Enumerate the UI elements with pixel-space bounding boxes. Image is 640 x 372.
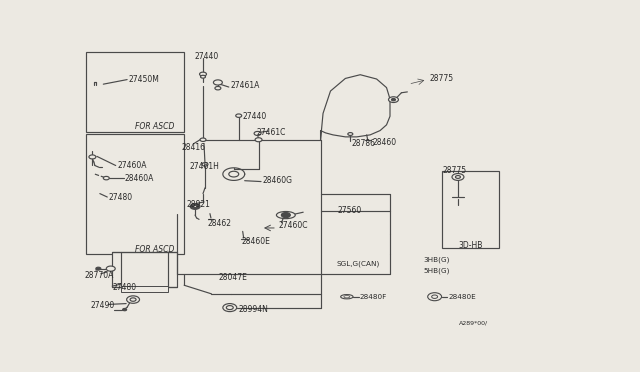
Text: 3HB(G): 3HB(G)	[423, 257, 450, 263]
Circle shape	[348, 132, 353, 135]
Circle shape	[228, 171, 239, 177]
Text: 27480: 27480	[112, 283, 136, 292]
Text: 28460G: 28460G	[262, 176, 292, 185]
Circle shape	[193, 205, 197, 208]
Circle shape	[103, 176, 109, 180]
Text: 3D-HB: 3D-HB	[458, 241, 483, 250]
Circle shape	[456, 176, 460, 179]
Circle shape	[428, 293, 442, 301]
Text: 27440: 27440	[194, 52, 218, 61]
Circle shape	[123, 308, 127, 311]
Text: 28775: 28775	[429, 74, 454, 83]
Text: 27560: 27560	[338, 206, 362, 215]
Circle shape	[388, 97, 399, 103]
Text: 27490: 27490	[91, 301, 115, 310]
Text: 28994N: 28994N	[239, 305, 269, 314]
Circle shape	[190, 203, 200, 209]
Text: FOR ASCD: FOR ASCD	[134, 245, 174, 254]
Text: 28460: 28460	[372, 138, 397, 147]
Text: 28460A: 28460A	[125, 174, 154, 183]
Bar	[121, 286, 168, 292]
Circle shape	[236, 114, 242, 118]
Circle shape	[227, 305, 233, 310]
Text: 27461C: 27461C	[256, 128, 285, 137]
Text: 28462: 28462	[208, 219, 232, 228]
Text: A289*00/: A289*00/	[460, 321, 488, 326]
Circle shape	[89, 155, 96, 159]
FancyBboxPatch shape	[88, 150, 97, 154]
Text: 28921: 28921	[187, 200, 211, 209]
Circle shape	[130, 298, 136, 301]
Circle shape	[452, 173, 464, 180]
Text: 28480F: 28480F	[360, 294, 387, 300]
FancyBboxPatch shape	[97, 81, 103, 87]
Text: 27440: 27440	[243, 112, 267, 121]
Circle shape	[200, 138, 206, 141]
Ellipse shape	[344, 296, 350, 298]
Text: 27460A: 27460A	[117, 161, 147, 170]
Circle shape	[127, 296, 140, 303]
Text: 5HB(G): 5HB(G)	[423, 267, 450, 273]
Text: 28480E: 28480E	[448, 294, 476, 300]
Circle shape	[213, 80, 222, 85]
Circle shape	[96, 267, 101, 270]
Text: FOR ASCD: FOR ASCD	[134, 122, 174, 131]
Text: 27480: 27480	[109, 193, 133, 202]
Circle shape	[255, 138, 262, 142]
Text: SGL,G(CAN): SGL,G(CAN)	[337, 260, 380, 267]
Text: 27460C: 27460C	[278, 221, 308, 230]
FancyBboxPatch shape	[92, 80, 103, 89]
Ellipse shape	[340, 295, 353, 299]
Circle shape	[282, 212, 291, 218]
Text: 28770A: 28770A	[85, 271, 115, 280]
Circle shape	[431, 295, 438, 298]
Text: 28047E: 28047E	[219, 273, 248, 282]
Text: 27461H: 27461H	[189, 162, 219, 171]
Text: 28775: 28775	[442, 166, 466, 174]
Text: 28416: 28416	[182, 143, 205, 152]
Circle shape	[392, 99, 396, 101]
Bar	[112, 252, 177, 287]
Text: 27461A: 27461A	[230, 81, 260, 90]
Circle shape	[215, 86, 221, 90]
Bar	[86, 134, 184, 254]
Text: 28786: 28786	[352, 139, 376, 148]
Circle shape	[106, 266, 115, 271]
Bar	[86, 52, 184, 132]
Circle shape	[202, 163, 208, 166]
Text: 28460E: 28460E	[241, 237, 270, 246]
Circle shape	[254, 131, 261, 135]
Ellipse shape	[276, 212, 295, 219]
Circle shape	[223, 304, 237, 312]
Text: 27450M: 27450M	[129, 75, 159, 84]
Circle shape	[200, 72, 207, 76]
Circle shape	[200, 75, 205, 78]
Bar	[442, 171, 499, 248]
